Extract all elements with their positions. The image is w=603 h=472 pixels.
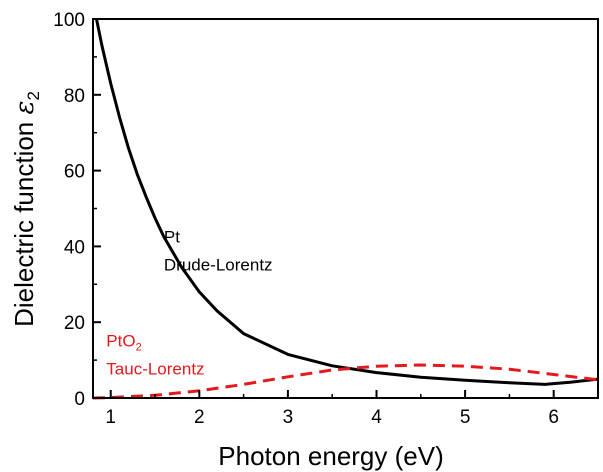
plot-frame	[92, 18, 599, 399]
y-axis-label: Dielectric function ε2	[9, 91, 43, 327]
annotation-2-line-1: PtO2	[106, 331, 141, 353]
y-tick-label: 80	[64, 86, 85, 107]
x-tick-label: 3	[283, 407, 294, 428]
annotation-2-line-2: Tauc-Lorentz	[106, 359, 204, 378]
y-axis-label-symbol: ε	[10, 101, 40, 115]
x-tick-label: 1	[105, 407, 116, 428]
y-tick-label: 0	[74, 389, 85, 410]
x-tick-label: 2	[194, 407, 205, 428]
y-tick-label: 60	[64, 162, 85, 183]
annotation-1-line-1: Pt	[164, 228, 180, 247]
plot-area	[92, 18, 599, 400]
y-axis-label-subscript: 2	[24, 91, 43, 100]
x-tick-label: 4	[371, 407, 382, 428]
annotation-1-line-2: Drude-Lorentz	[164, 256, 273, 275]
annotation-subscript: 2	[136, 341, 142, 353]
y-axis-label-text: Dielectric function	[9, 115, 39, 327]
y-tick-label: 100	[53, 10, 85, 31]
y-tick-label: 20	[64, 313, 85, 334]
series-line-1	[95, 18, 599, 386]
x-axis-label: Photon energy (eV)	[218, 441, 443, 471]
y-tick-label: 40	[64, 237, 85, 258]
x-tick-label: 6	[548, 407, 559, 428]
x-tick-label: 5	[460, 407, 471, 428]
annotations: Pt Drude-Lorentz PtO2 Tauc-Lorentz	[106, 228, 272, 379]
